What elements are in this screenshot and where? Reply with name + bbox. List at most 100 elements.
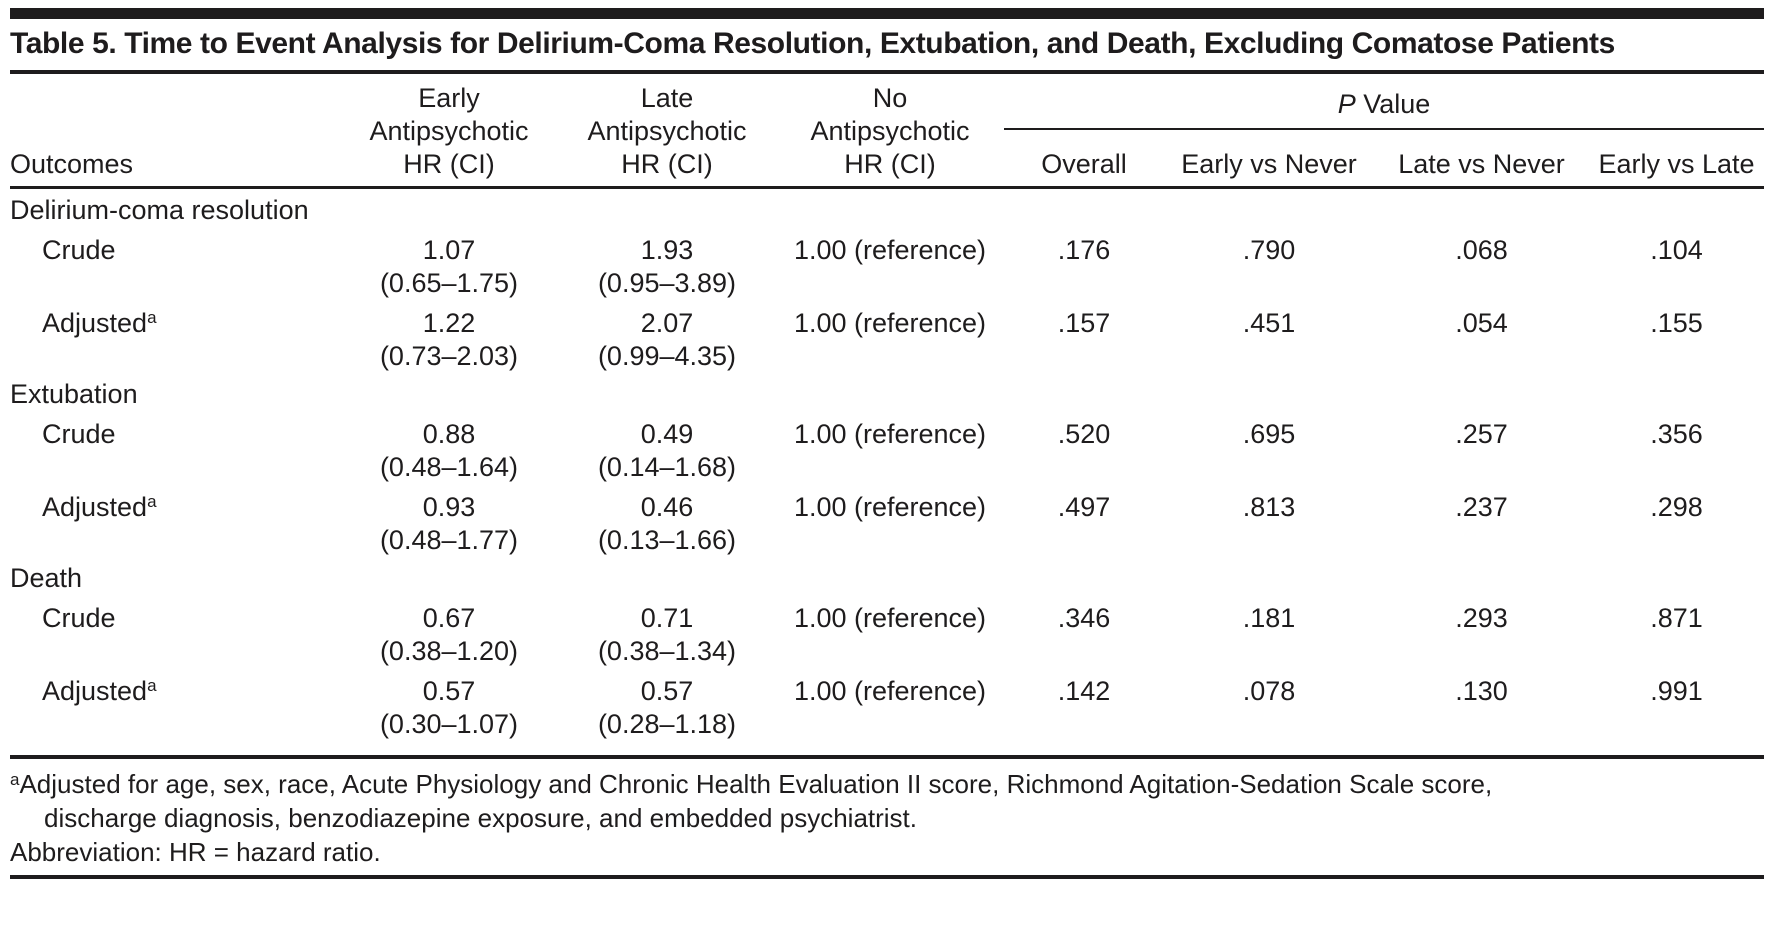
no-hr-cell: 1.00 (reference) [793, 235, 987, 265]
hr-value: 1.22 [422, 308, 476, 338]
no-hr-cell: 1.00 (reference) [793, 603, 987, 633]
table-title: Table 5. Time to Event Analysis for Deli… [10, 27, 1615, 60]
no-hr-cell: 1.00 (reference) [793, 676, 987, 706]
footnotes: aAdjusted for age, sex, race, Acute Phys… [10, 759, 1764, 869]
row-label-text: Adjusted [42, 492, 148, 522]
early-hr-cell: 0.57 (0.30–1.07) [340, 668, 558, 741]
section-row: Delirium-coma resolution [10, 188, 1764, 228]
hr-value: 0.57 [640, 676, 694, 706]
section-label-delirium-coma-resolution: Delirium-coma resolution [10, 195, 309, 225]
table-body: Delirium-coma resolution Crude 1.07 (0.65… [10, 188, 1764, 742]
footnote-marker: a [10, 770, 20, 789]
hr-value: 0.71 [640, 603, 694, 633]
header-row-groups: Outcomes Early Antipsychotic HR (CI) Lat… [10, 74, 1765, 189]
late-hr-cell: 0.71 (0.38–1.34) [558, 595, 776, 668]
footnote-adjusted: aAdjusted for age, sex, race, Acute Phys… [10, 767, 1590, 835]
no-hr-cell: 1.00 (reference) [793, 308, 987, 338]
col-header-early-vs-never: Early vs Never [1164, 129, 1374, 190]
ci-value: (0.13–1.66) [597, 525, 737, 555]
early-hr-cell: 0.88 (0.48–1.64) [340, 411, 558, 484]
row-label-crude: Crude [10, 411, 340, 484]
ci-value: (0.95–3.89) [597, 268, 737, 298]
ci-value: (0.38–1.20) [379, 636, 519, 666]
table-row: Crude 0.88 (0.48–1.64) 0.49 (0.14–1.68) 1.… [10, 411, 1764, 484]
ci-value: (0.48–1.77) [379, 525, 519, 555]
p-early-vs-never-cell: .695 [1242, 419, 1296, 449]
row-label-text: Adjusted [42, 308, 148, 338]
top-rule [10, 8, 1764, 19]
p-early-vs-late-cell: .104 [1650, 235, 1703, 265]
hr-value: 1.93 [640, 235, 694, 265]
row-label-adjusted: Adjusteda [10, 668, 340, 741]
row-label-adjusted: Adjusteda [10, 484, 340, 557]
table-header: Outcomes Early Antipsychotic HR (CI) Lat… [10, 74, 1765, 190]
table-row: Adjusteda 0.57 (0.30–1.07) 0.57 (0.28–1.18… [10, 668, 1764, 741]
late-hr-cell: 0.46 (0.13–1.66) [558, 484, 776, 557]
p-overall-cell: .497 [1057, 492, 1111, 522]
col-header-late-vs-never: Late vs Never [1374, 129, 1589, 190]
ci-value: (0.28–1.18) [597, 709, 737, 739]
p-early-vs-late-cell: .356 [1650, 419, 1703, 449]
ci-value: (0.30–1.07) [379, 709, 519, 739]
early-hr-cell: 0.93 (0.48–1.77) [340, 484, 558, 557]
table-row: Crude 1.07 (0.65–1.75) 1.93 (0.95–3.89) 1.… [10, 227, 1764, 300]
early-hr-cell: 0.67 (0.38–1.20) [340, 595, 558, 668]
row-label-crude: Crude [10, 595, 340, 668]
col-header-early-antipsychotic: Early Antipsychotic HR (CI) [340, 74, 558, 189]
p-early-vs-never-cell: .181 [1242, 603, 1296, 633]
p-early-vs-late-cell: .991 [1650, 676, 1703, 706]
hr-value: 2.07 [640, 308, 694, 338]
row-label-text: Adjusted [42, 676, 148, 706]
footnote-adjusted-text: Adjusted for age, sex, race, Acute Physi… [19, 769, 1493, 833]
section-label-death: Death [10, 563, 83, 593]
early-hr-cell: 1.07 (0.65–1.75) [340, 227, 558, 300]
col-header-late-antipsychotic: Late Antipsychotic HR (CI) [558, 74, 776, 189]
p-late-vs-never-cell: .054 [1455, 308, 1508, 338]
no-hr-cell: 1.00 (reference) [793, 419, 987, 449]
hr-value: 0.57 [422, 676, 476, 706]
p-overall-cell: .157 [1057, 308, 1111, 338]
p-late-vs-never-cell: .130 [1455, 676, 1508, 706]
p-early-vs-never-cell: .813 [1242, 492, 1296, 522]
footnote-marker: a [147, 308, 157, 327]
hr-value: 0.93 [422, 492, 476, 522]
p-early-vs-late-cell: .871 [1650, 603, 1703, 633]
ci-value: (0.38–1.34) [597, 636, 737, 666]
row-label-crude: Crude [10, 227, 340, 300]
p-early-vs-never-cell: .451 [1242, 308, 1296, 338]
header-row-p-subcolumns: Overall Early vs Never Late vs Never Ear… [10, 129, 1765, 190]
ci-value: (0.48–1.64) [379, 452, 519, 482]
hr-value: 0.88 [422, 419, 476, 449]
row-label-text: Crude [42, 235, 116, 265]
ci-value: (0.73–2.03) [379, 341, 519, 371]
row-label-text: Crude [42, 603, 116, 633]
col-header-outcomes: Outcomes [10, 74, 340, 189]
time-to-event-table: Outcomes Early Antipsychotic HR (CI) Lat… [10, 74, 1765, 742]
late-hr-cell: 2.07 (0.99–4.35) [558, 300, 776, 373]
p-early-vs-never-cell: .790 [1242, 235, 1296, 265]
late-hr-cell: 1.93 (0.95–3.89) [558, 227, 776, 300]
p-late-vs-never-cell: .293 [1455, 603, 1508, 633]
section-row: Extubation [10, 373, 1764, 411]
table-row: Adjusteda 1.22 (0.73–2.03) 2.07 (0.99–4.35… [10, 300, 1764, 373]
p-overall-cell: .142 [1057, 676, 1111, 706]
bottom-rule [10, 875, 1764, 879]
col-header-early-vs-late: Early vs Late [1589, 129, 1765, 190]
no-hr-cell: 1.00 (reference) [793, 492, 987, 522]
ci-value: (0.99–4.35) [597, 341, 737, 371]
footnote-marker: a [147, 492, 157, 511]
p-value-rest: Value [1363, 89, 1431, 120]
footnote-marker: a [147, 676, 157, 695]
p-overall-cell: .176 [1057, 235, 1111, 265]
footnote-abbreviation: Abbreviation: HR = hazard ratio. [10, 837, 381, 867]
hr-value: 1.07 [422, 235, 476, 265]
hr-value: 0.49 [640, 419, 694, 449]
col-header-no-antipsychotic: No Antipsychotic HR (CI) [776, 74, 1004, 189]
p-overall-cell: .346 [1057, 603, 1111, 633]
p-overall-cell: .520 [1057, 419, 1111, 449]
p-late-vs-never-cell: .068 [1455, 235, 1508, 265]
early-hr-cell: 1.22 (0.73–2.03) [340, 300, 558, 373]
p-late-vs-never-cell: .257 [1455, 419, 1508, 449]
hr-value: 0.67 [422, 603, 476, 633]
